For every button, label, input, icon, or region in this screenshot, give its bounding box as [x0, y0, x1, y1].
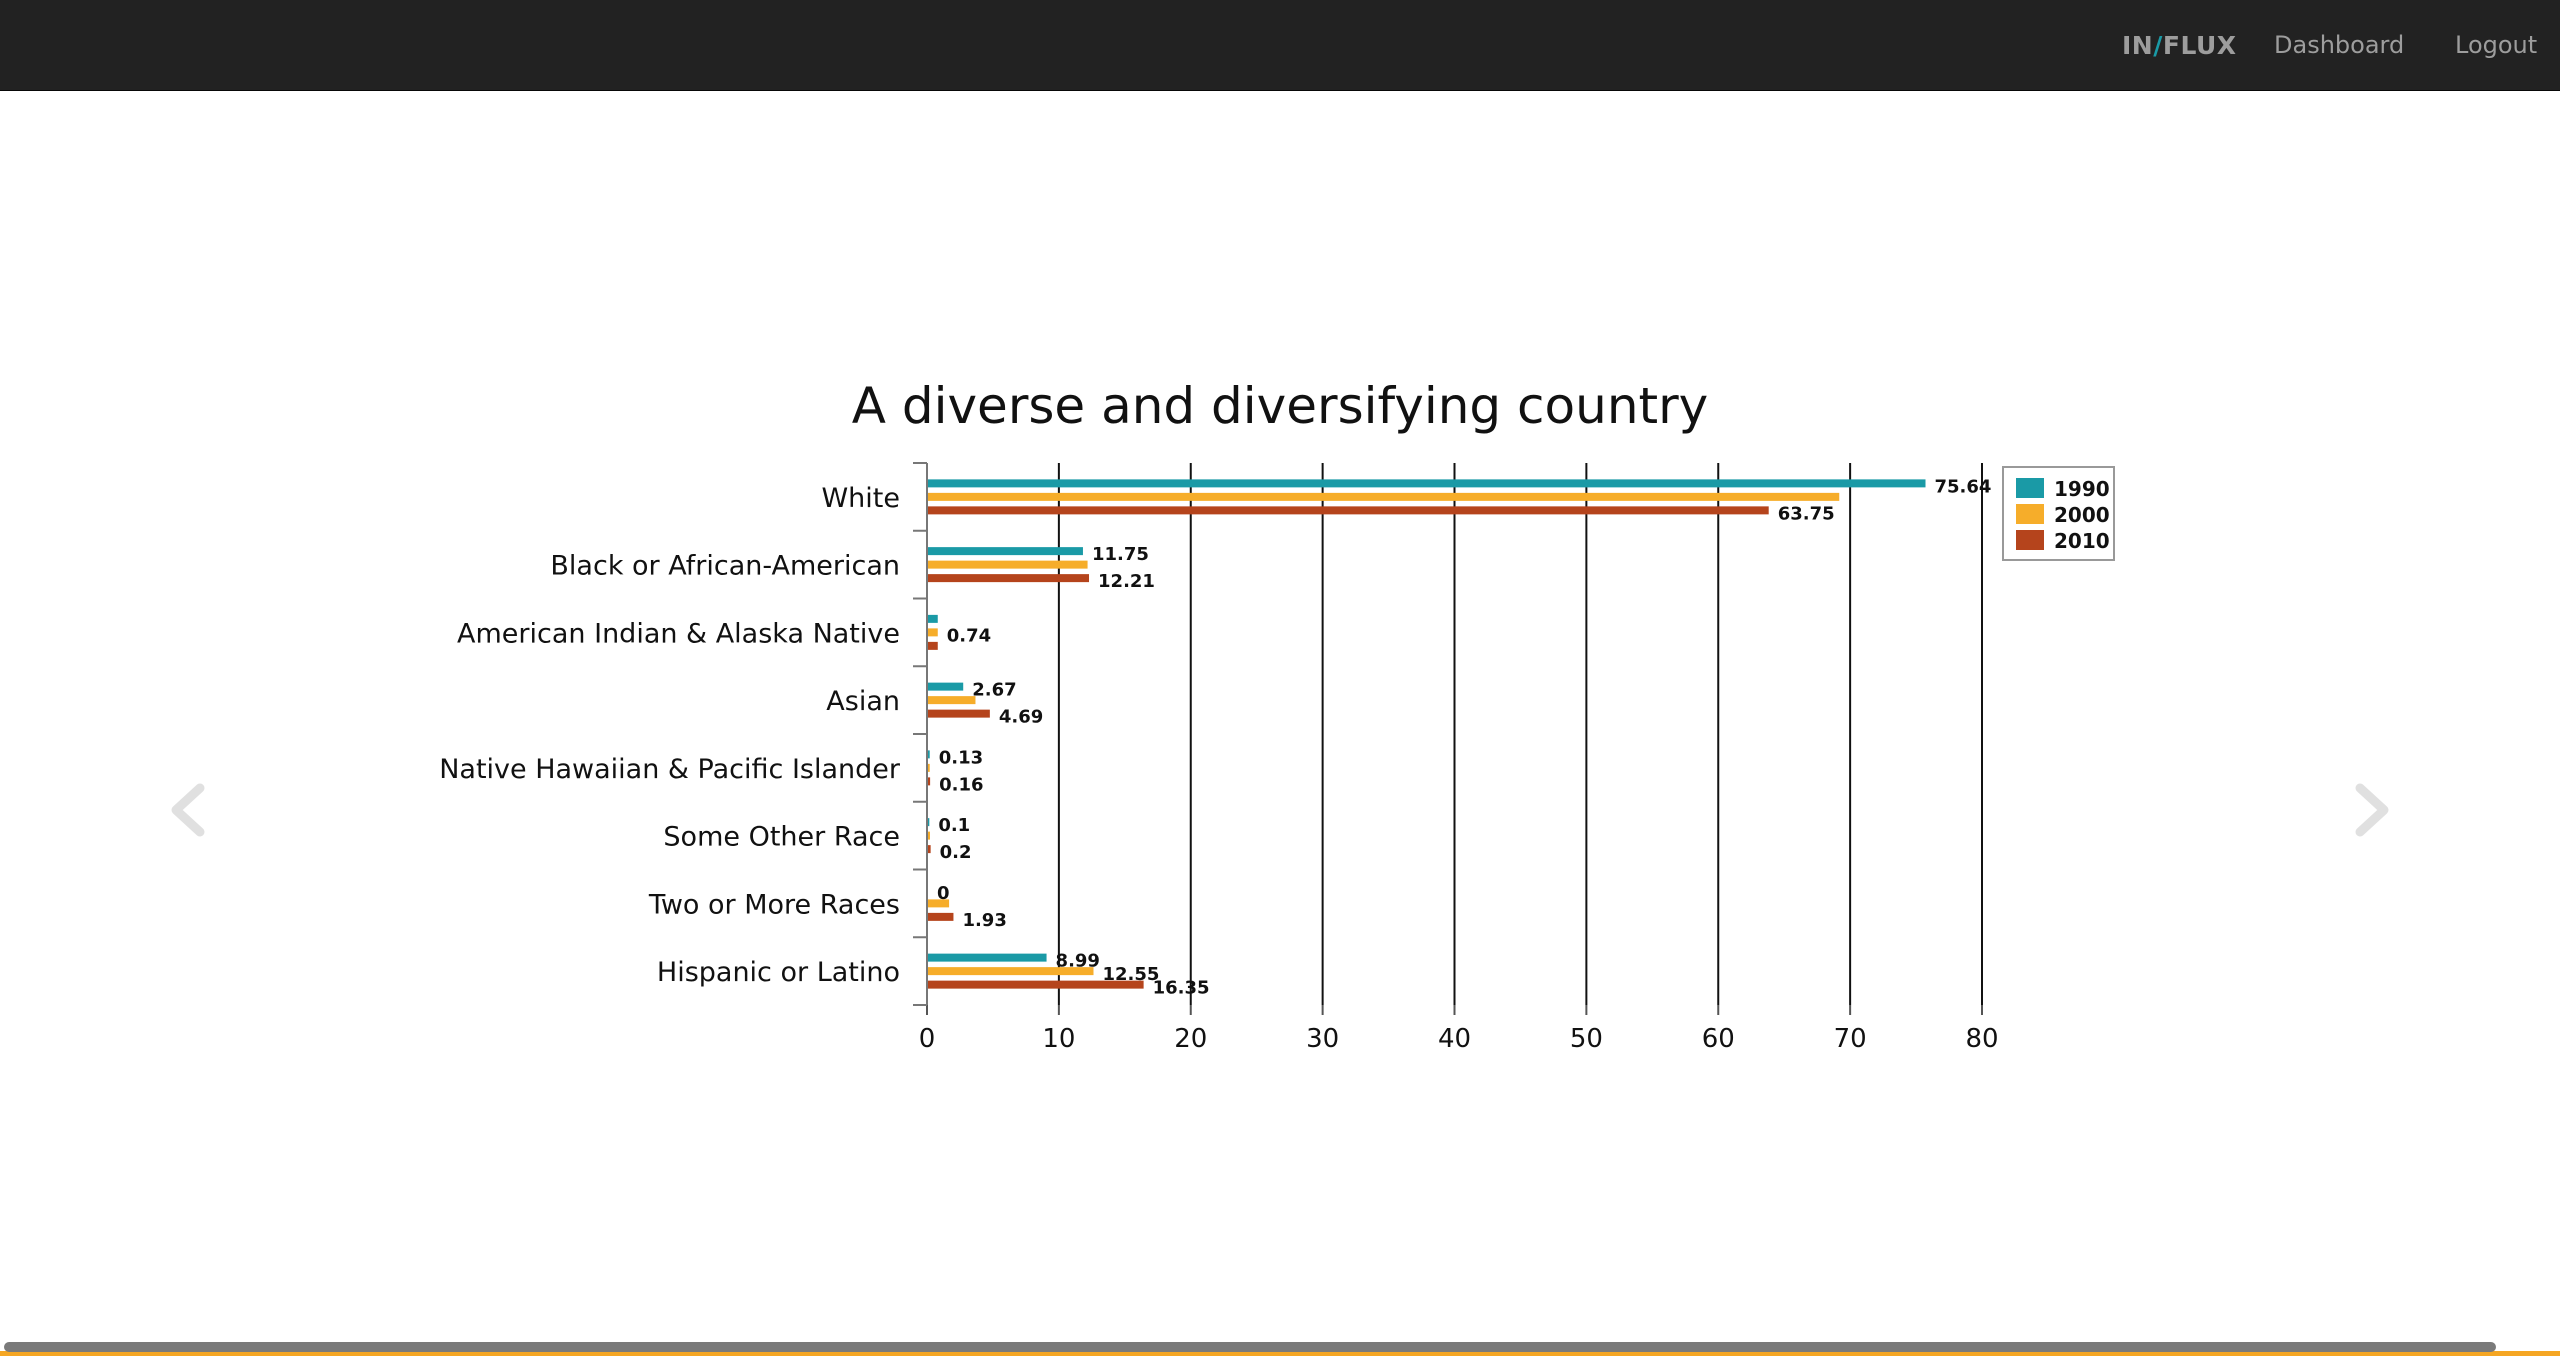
bar-1990 — [928, 953, 1047, 962]
legend-label-1990: 1990 — [2054, 477, 2110, 501]
category-label: Asian — [826, 686, 900, 717]
bar-2000 — [928, 560, 1088, 569]
scrollbar-accent — [0, 1351, 2560, 1356]
bar-2010 — [928, 777, 931, 786]
category-label: Black or African-American — [550, 551, 900, 582]
chart-title: A diverse and diversifying country — [852, 377, 1709, 435]
chevron-left-icon[interactable] — [160, 780, 220, 840]
brand-right: FLUX — [2162, 31, 2237, 60]
x-tick-label: 40 — [1438, 1024, 1471, 1054]
data-label: 75.64 — [1935, 476, 1992, 497]
data-label: 0 — [937, 883, 950, 904]
bar-2010 — [928, 980, 1144, 989]
scrollbar-thumb[interactable] — [4, 1342, 2496, 1352]
x-tick-label: 0 — [919, 1024, 936, 1054]
bar-1990 — [928, 818, 930, 827]
data-label: 0.1 — [938, 815, 970, 836]
chevron-right-icon[interactable] — [2340, 780, 2400, 840]
legend-swatch-1990 — [2016, 478, 2044, 498]
bar-2000 — [928, 967, 1094, 976]
bar-1990 — [928, 682, 964, 691]
bar-2010 — [928, 912, 954, 921]
data-label: 4.69 — [999, 707, 1043, 728]
bar-2000 — [928, 763, 930, 772]
x-tick-label: 20 — [1174, 1024, 1207, 1054]
dashboard-link[interactable]: Dashboard — [2274, 31, 2405, 59]
bar-2010 — [928, 845, 931, 854]
bar-2000 — [928, 831, 930, 840]
category-label: White — [821, 483, 900, 514]
brand-logo[interactable]: IN/FLUX — [2122, 0, 2237, 91]
logout-link[interactable]: Logout — [2455, 31, 2538, 59]
bar-2000 — [928, 628, 938, 637]
x-tick-label: 70 — [1834, 1024, 1867, 1054]
bar-2000 — [928, 492, 1840, 501]
category-label: Some Other Race — [663, 822, 900, 853]
legend-swatch-2000 — [2016, 504, 2044, 524]
data-label: 0.74 — [947, 625, 991, 646]
bar-1990 — [928, 750, 930, 759]
data-label: 2.67 — [972, 680, 1016, 701]
x-tick-label: 30 — [1306, 1024, 1339, 1054]
bar-2000 — [928, 899, 950, 908]
brand-slash: / — [2153, 31, 2163, 60]
bar-1990 — [928, 614, 938, 623]
legend-swatch-2010 — [2016, 530, 2044, 550]
bar-2010 — [928, 641, 938, 650]
data-label: 12.21 — [1098, 571, 1155, 592]
category-label: Two or More Races — [648, 889, 900, 920]
x-tick-label: 60 — [1702, 1024, 1735, 1054]
bar-2000 — [928, 696, 976, 705]
navbar: IN/FLUX Dashboard Logout — [0, 0, 2560, 91]
data-label: 0.2 — [940, 842, 972, 863]
bar-1990 — [928, 547, 1083, 556]
data-label: 11.75 — [1092, 544, 1149, 565]
data-label: 16.35 — [1153, 978, 1210, 999]
data-label: 1.93 — [962, 910, 1006, 931]
bar-2010 — [928, 709, 990, 718]
bar-2010 — [928, 574, 1090, 583]
x-tick-label: 10 — [1042, 1024, 1075, 1054]
legend-label-2000: 2000 — [2054, 503, 2110, 527]
x-tick-label: 50 — [1570, 1024, 1603, 1054]
legend-label-2010: 2010 — [2054, 529, 2110, 553]
data-label: 12.55 — [1103, 964, 1160, 985]
brand-left: IN — [2122, 31, 2154, 60]
category-label: Native Hawaiian & Pacific Islander — [439, 754, 901, 785]
x-tick-label: 80 — [1965, 1024, 1998, 1054]
data-label: 63.75 — [1778, 503, 1835, 524]
category-label: American Indian & Alaska Native — [457, 618, 900, 649]
bar-1990 — [928, 479, 1926, 488]
data-label: 0.16 — [939, 774, 983, 795]
category-label: Hispanic or Latino — [657, 957, 900, 988]
data-label: 8.99 — [1056, 951, 1100, 972]
bar-2010 — [928, 506, 1769, 515]
data-label: 0.13 — [939, 747, 983, 768]
